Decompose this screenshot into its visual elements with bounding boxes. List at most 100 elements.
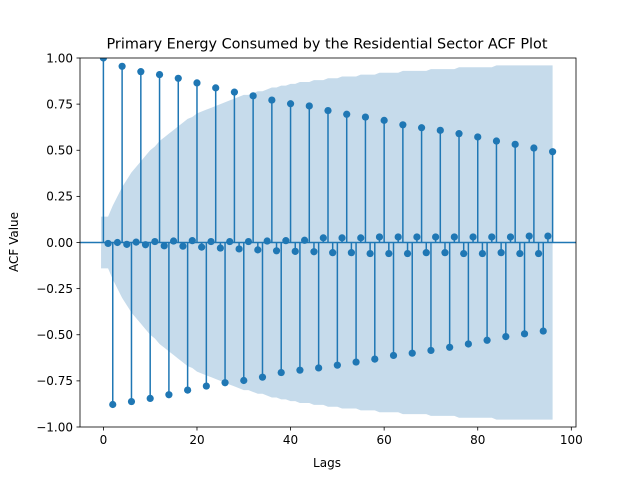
acf-point xyxy=(329,249,337,257)
acf-point xyxy=(151,237,159,246)
acf-point xyxy=(165,391,173,399)
acf-point xyxy=(357,234,365,242)
acf-point xyxy=(394,233,402,241)
acf-point xyxy=(417,124,426,132)
acf-point xyxy=(155,71,164,79)
acf-point xyxy=(544,232,552,240)
acf-point xyxy=(352,358,360,366)
acf-point xyxy=(516,249,524,258)
y-tick-label: 0.75 xyxy=(46,97,73,111)
y-tick-label: 0.00 xyxy=(46,236,73,250)
acf-point xyxy=(446,343,454,351)
acf-point xyxy=(123,240,131,248)
acf-point xyxy=(343,110,351,118)
acf-point xyxy=(113,238,122,247)
acf-point xyxy=(525,232,533,240)
acf-point xyxy=(99,58,107,62)
acf-point xyxy=(258,373,267,381)
acf-point xyxy=(520,330,529,338)
y-tick-label: −0.50 xyxy=(36,328,73,342)
acf-point xyxy=(104,239,112,248)
acf-point xyxy=(511,140,519,148)
acf-point xyxy=(385,249,393,258)
acf-point xyxy=(492,137,501,145)
acf-point xyxy=(169,237,178,245)
acf-point xyxy=(436,126,444,134)
acf-point xyxy=(207,237,215,246)
acf-point xyxy=(389,351,398,360)
acf-point xyxy=(450,233,458,241)
acf-point xyxy=(497,249,505,257)
acf-point xyxy=(296,366,304,374)
acf-point xyxy=(432,233,440,241)
acf-point xyxy=(483,336,491,344)
acf-point xyxy=(127,397,136,406)
acf-point xyxy=(347,249,355,257)
y-tick-label: −0.25 xyxy=(36,282,73,296)
acf-point xyxy=(132,238,140,246)
acf-point xyxy=(184,386,192,394)
plot-content xyxy=(80,58,576,420)
acf-point xyxy=(506,233,515,241)
acf-point xyxy=(188,237,196,245)
acf-point xyxy=(361,113,370,121)
y-tick-label: 0.50 xyxy=(46,144,73,158)
chart-title: Primary Energy Consumed by the Residenti… xyxy=(106,37,547,53)
acf-point xyxy=(413,233,421,241)
acf-point xyxy=(534,249,543,258)
acf-point xyxy=(198,243,206,251)
acf-point xyxy=(268,96,276,104)
acf-point xyxy=(549,148,557,156)
acf-point xyxy=(427,346,435,355)
acf-point xyxy=(371,355,379,363)
acf-point xyxy=(141,241,150,249)
acf-point xyxy=(202,382,210,390)
acf-point xyxy=(272,247,281,255)
acf-point xyxy=(226,237,234,246)
acf-point xyxy=(244,237,253,246)
acf-point xyxy=(422,249,430,257)
acf-point xyxy=(286,100,295,108)
y-tick-label: 1.00 xyxy=(46,51,73,65)
acf-point xyxy=(324,106,332,115)
acf-point xyxy=(460,249,468,258)
acf-point xyxy=(539,327,547,335)
x-tick-label: 20 xyxy=(189,433,204,447)
acf-point xyxy=(408,349,416,357)
x-tick-label: 80 xyxy=(470,433,485,447)
acf-point xyxy=(137,68,145,76)
acf-point xyxy=(230,88,239,96)
acf-point xyxy=(263,237,271,245)
acf-point xyxy=(146,394,154,403)
acf-point xyxy=(366,249,374,258)
acf-point xyxy=(464,340,472,348)
acf-point xyxy=(305,102,313,110)
acf-point xyxy=(221,379,229,387)
acf-point xyxy=(338,234,346,242)
plot-area: 0 20 40 60 80 100 −1.00 −0.75 −0.50 −0.25 0.00 0.25… xyxy=(36,51,583,447)
acf-point xyxy=(455,130,463,138)
acf-point xyxy=(333,361,341,369)
y-tick-label: 0.25 xyxy=(46,190,73,204)
acf-point xyxy=(277,368,285,377)
acf-point xyxy=(282,237,290,245)
acf-point xyxy=(403,249,412,258)
y-tick-label: −1.00 xyxy=(36,420,73,434)
x-tick-label: 60 xyxy=(377,433,392,447)
acf-point xyxy=(502,332,510,341)
acf-point xyxy=(319,234,327,242)
acf-point xyxy=(375,233,384,241)
acf-point xyxy=(109,400,117,409)
x-tick-label: 40 xyxy=(283,433,298,447)
acf-point xyxy=(488,233,496,241)
acf-point xyxy=(160,242,168,250)
acf-point xyxy=(301,236,309,244)
acf-point xyxy=(315,364,323,372)
acf-point xyxy=(478,249,487,258)
acf-point xyxy=(399,121,407,129)
x-axis-label: Lags xyxy=(313,456,341,470)
acf-point xyxy=(193,79,201,87)
acf-point xyxy=(254,246,262,254)
acf-point xyxy=(235,245,243,253)
acf-point xyxy=(310,248,318,256)
